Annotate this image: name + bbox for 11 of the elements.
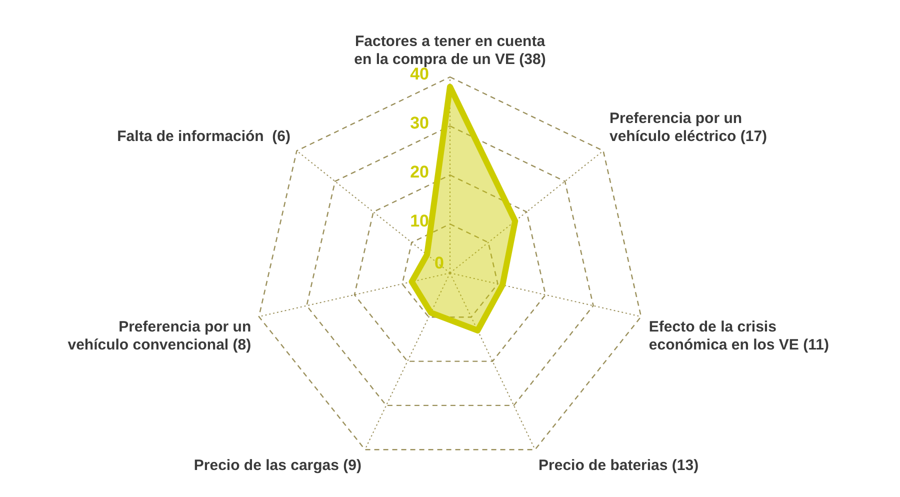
y-tick-label: 10 <box>410 212 429 231</box>
y-tick-label: 30 <box>410 114 429 133</box>
spoke-label: Falta de información (6) <box>117 128 291 145</box>
spoke-label: Preferencia por un vehículo eléctrico (17) <box>609 110 768 145</box>
spoke-label: Factores a tener en cuenta en la compra de un VE (38) <box>354 33 546 68</box>
y-tick-label: 0 <box>434 254 444 273</box>
spoke-label: Preferencia por un vehículo convencional (8) <box>68 318 252 354</box>
spoke-label: Precio de baterias (13) <box>538 456 699 474</box>
spoke-label: Precio de las cargas (9) <box>194 456 362 474</box>
y-tick-label: 20 <box>410 162 429 182</box>
spoke-label: Efecto de la crisis económica en los VE (11) <box>648 318 829 354</box>
